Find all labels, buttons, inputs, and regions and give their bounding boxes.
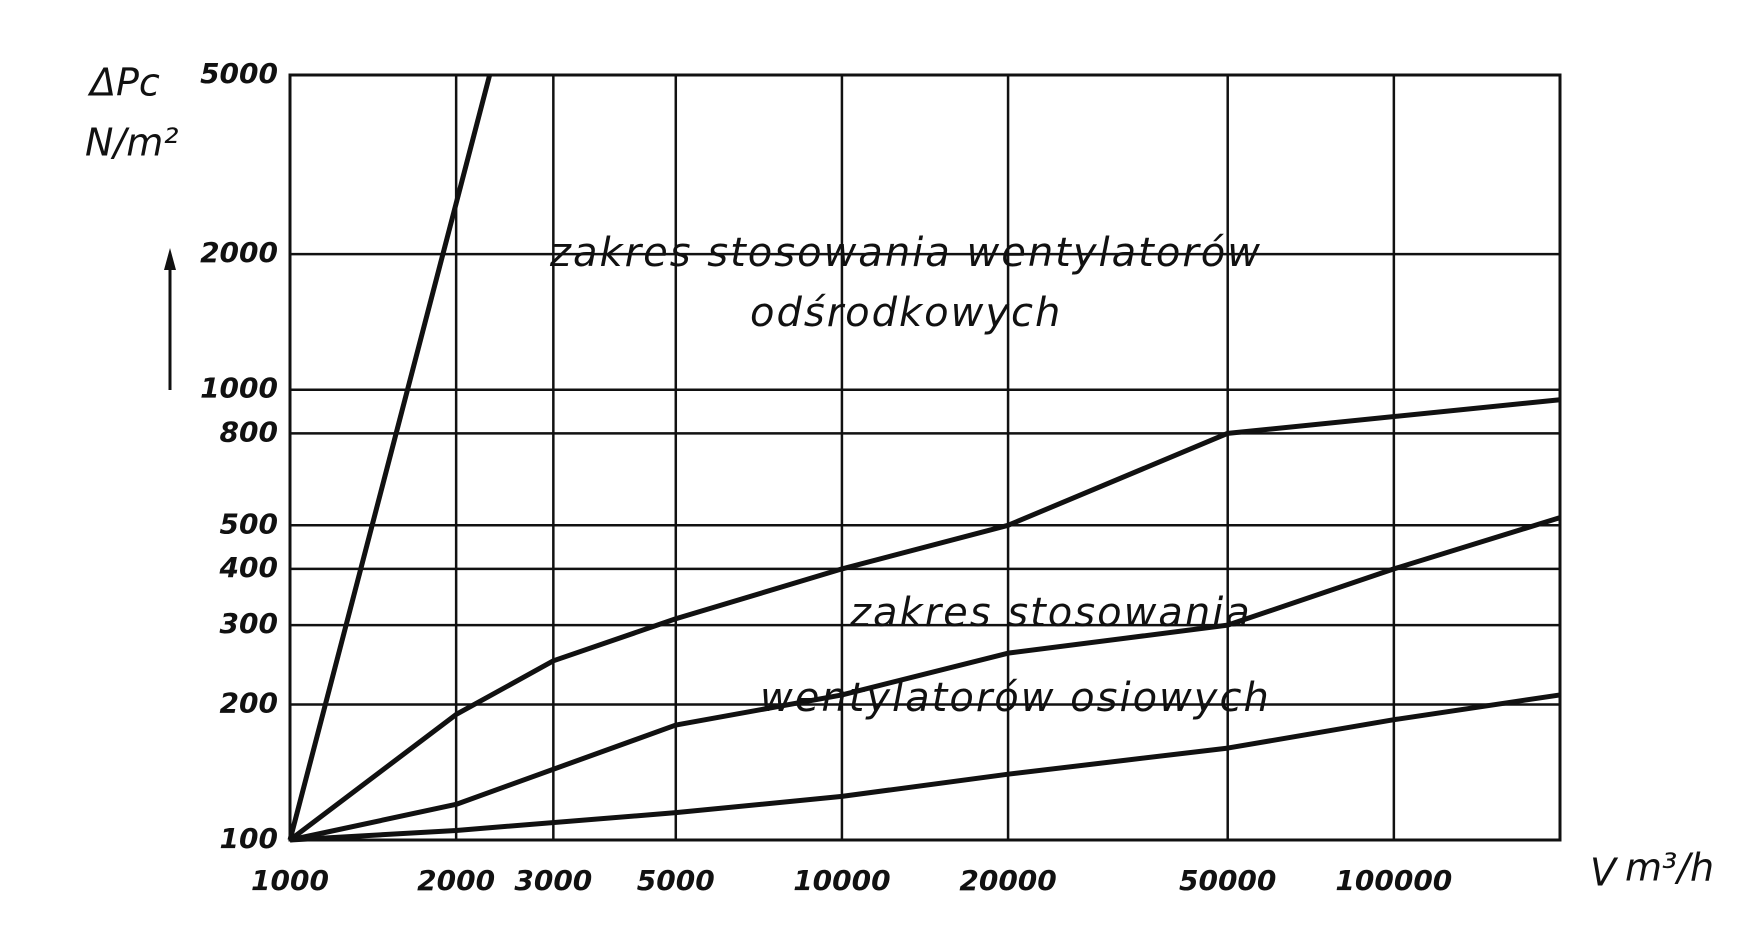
x-tick-label: 5000 xyxy=(637,864,715,897)
x-tick-label: 20000 xyxy=(959,864,1056,897)
annotation: zakres stosowania xyxy=(849,590,1252,636)
x-tick-label: 2000 xyxy=(417,864,495,897)
x-axis-label: V xyxy=(1590,851,1619,895)
x-axis-unit: m³/h xyxy=(1625,846,1714,890)
y-tick-label: 200 xyxy=(220,686,278,719)
y-tick-label: 400 xyxy=(219,551,278,584)
x-tick-label: 100000 xyxy=(1335,864,1452,897)
plot-frame xyxy=(288,73,1562,842)
y-axis-unit: N/m² xyxy=(85,121,178,165)
x-tick-label: 3000 xyxy=(514,864,592,897)
y-tick-label: 2000 xyxy=(200,236,278,269)
curve xyxy=(287,74,493,841)
curve xyxy=(288,397,1561,842)
y-tick-label: 100 xyxy=(220,822,278,855)
x-tick-label: 1000 xyxy=(251,864,329,897)
annotation: odśrodkowych xyxy=(750,290,1062,336)
axis-arrow-head xyxy=(164,248,176,270)
x-tick-label: 10000 xyxy=(793,864,890,897)
y-tick-label: 1000 xyxy=(200,372,278,405)
y-tick-label: 500 xyxy=(220,507,278,540)
y-tick-label: 5000 xyxy=(200,57,278,90)
x-tick-label: 50000 xyxy=(1179,864,1276,897)
annotation: wentylatorów osiowych xyxy=(760,675,1271,721)
curve xyxy=(289,515,1561,843)
y-tick-label: 300 xyxy=(220,607,278,640)
y-axis-label: ΔPc xyxy=(87,61,160,105)
curve xyxy=(289,692,1561,843)
y-tick-label: 800 xyxy=(220,415,278,448)
